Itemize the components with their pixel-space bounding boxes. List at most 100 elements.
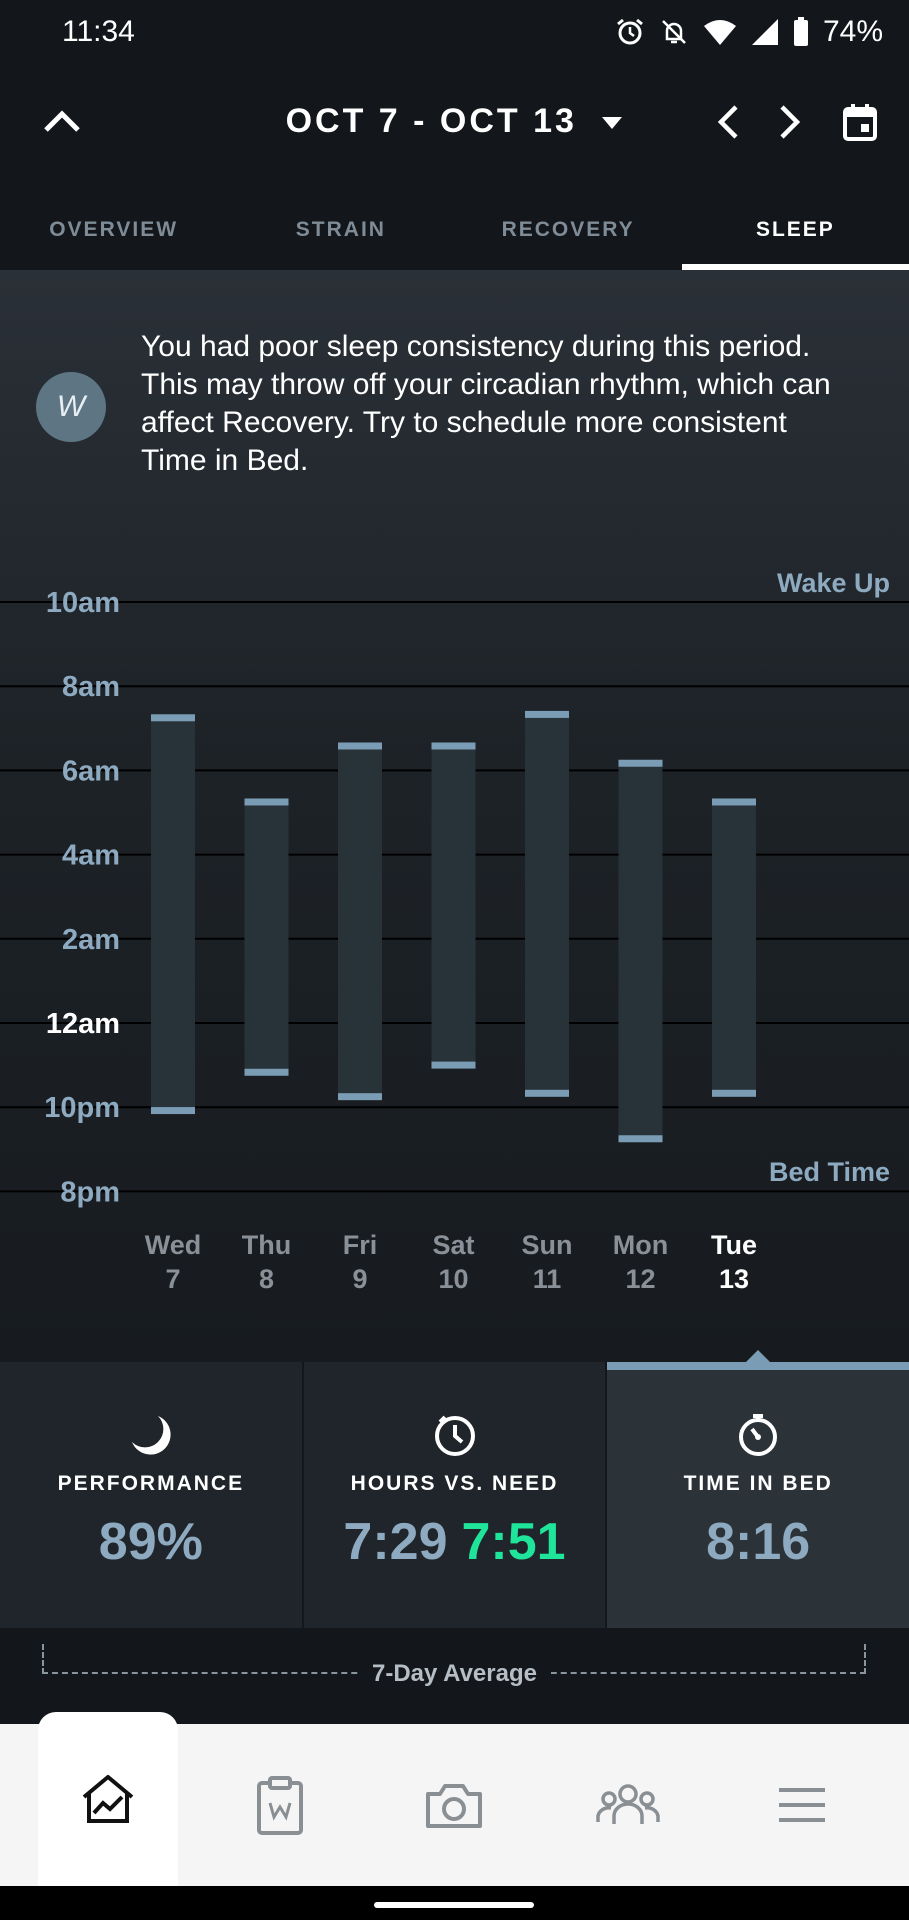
x-date-label: 10 — [438, 1264, 468, 1294]
whoop-logo-icon: W — [36, 372, 106, 442]
sleep-consistency-chart: 10am 8am 6am 4am 2am 12am 10pm 8pm Wake Up Bed Ti… — [0, 568, 909, 1294]
bed-time-label: Bed Time — [769, 1157, 890, 1187]
nav-home[interactable] — [38, 1712, 178, 1886]
y-tick-label: 12am — [46, 1008, 120, 1040]
stat-hours-label: HOURS VS. NEED — [350, 1472, 559, 1495]
x-day-label: Fri — [343, 1230, 378, 1260]
chevron-right-icon[interactable] — [778, 104, 802, 140]
tab-overview[interactable]: OVERVIEW — [49, 218, 179, 241]
y-tick-label: 8am — [62, 671, 120, 703]
x-date-label: 9 — [352, 1264, 367, 1294]
caret-down-icon — [602, 117, 623, 130]
bed-time-marker — [244, 1068, 289, 1076]
bed-time-marker — [712, 1089, 756, 1097]
wake-up-marker — [244, 798, 289, 806]
x-date-label: 12 — [625, 1264, 655, 1294]
battery-icon — [793, 17, 808, 46]
x-date-label: 8 — [259, 1264, 274, 1294]
nav-team[interactable] — [558, 1724, 698, 1886]
mute-bell-icon — [662, 20, 686, 44]
seven-day-average: 7-Day Average — [0, 1628, 909, 1724]
clock-icon — [434, 1415, 475, 1456]
wake-up-marker — [431, 742, 476, 750]
sleep-bar — [618, 763, 663, 1139]
y-tick-label: 8pm — [60, 1176, 120, 1208]
status-icons: 74% — [615, 14, 883, 50]
tab-strain[interactable]: STRAIN — [295, 218, 386, 241]
y-tick-label: 6am — [62, 755, 120, 787]
x-day-label: Wed — [145, 1230, 202, 1260]
stat-performance[interactable]: PERFORMANCE 89% — [0, 1362, 304, 1628]
signal-icon — [751, 19, 778, 45]
wake-up-marker — [525, 710, 569, 718]
x-day-label: Sat — [432, 1230, 474, 1260]
calendar-icon[interactable] — [842, 102, 878, 142]
sleep-bar — [712, 801, 756, 1094]
status-time: 11:34 — [62, 15, 135, 48]
chevron-left-icon[interactable] — [716, 104, 740, 140]
tab-bar: OVERVIEW STRAIN RECOVERY SLEEP — [0, 196, 909, 270]
hours-actual: 7:29 — [343, 1513, 448, 1571]
wake-up-marker — [151, 714, 195, 722]
stopwatch-icon — [739, 1414, 778, 1456]
home-chart-icon — [82, 1775, 134, 1823]
bed-time-marker — [151, 1107, 195, 1115]
x-day-label: Tue — [711, 1230, 757, 1260]
wake-up-marker — [618, 759, 663, 767]
active-notch — [746, 1350, 771, 1362]
date-range-selector[interactable]: OCT 7 - OCT 13 — [0, 102, 909, 141]
bottom-nav — [0, 1712, 909, 1886]
nav-journal[interactable] — [210, 1724, 350, 1886]
average-label: 7-Day Average — [358, 1660, 551, 1687]
wake-up-marker — [712, 798, 756, 806]
x-day-label: Mon — [613, 1230, 668, 1260]
y-tick-label: 10am — [46, 587, 120, 619]
moon-icon — [131, 1416, 171, 1455]
bed-time-marker — [338, 1093, 382, 1101]
bed-time-marker — [431, 1061, 476, 1069]
bed-time-marker — [525, 1089, 569, 1097]
collapse-chevron-up-icon[interactable] — [42, 108, 82, 134]
wake-up-marker — [338, 742, 382, 750]
status-bar: 11:34 74% — [0, 0, 909, 66]
sleep-bar — [338, 745, 382, 1097]
y-tick-label: 2am — [62, 924, 120, 956]
hours-need: 7:51 — [461, 1513, 566, 1571]
y-tick-label: 10pm — [44, 1092, 120, 1124]
nav-camera[interactable] — [384, 1724, 524, 1886]
stat-time-in-bed-value: 8:16 — [706, 1513, 811, 1571]
stat-hours-value: 7:29 7:51 — [304, 1512, 606, 1572]
y-tick-label: 4am — [62, 840, 120, 872]
sleep-bar — [151, 717, 195, 1111]
sleep-bar — [431, 745, 476, 1066]
sleep-bar — [244, 801, 289, 1073]
x-date-label: 11 — [533, 1264, 562, 1294]
x-date-label: 7 — [165, 1264, 180, 1294]
journal-icon — [257, 1776, 303, 1835]
wake-up-label: Wake Up — [777, 568, 890, 598]
wifi-icon — [703, 20, 736, 45]
bed-time-marker — [618, 1135, 663, 1143]
stats-row: PERFORMANCE 89% HOURS VS. NEED 7:29 7:51 … — [0, 1350, 909, 1628]
team-icon — [596, 1784, 660, 1824]
stat-performance-value: 89% — [98, 1513, 203, 1571]
active-indicator — [607, 1362, 909, 1370]
insight-message: You had poor sleep consistency during th… — [141, 330, 831, 477]
tab-sleep[interactable]: SLEEP — [681, 196, 909, 270]
menu-icon — [779, 1788, 825, 1822]
alarm-icon — [617, 18, 643, 45]
nav-menu[interactable] — [732, 1724, 872, 1886]
x-day-label: Thu — [242, 1230, 291, 1260]
tab-recovery[interactable]: RECOVERY — [501, 218, 635, 241]
sleep-bar — [525, 714, 569, 1094]
stat-time-in-bed-label: TIME IN BED — [683, 1472, 833, 1495]
camera-icon — [426, 1784, 482, 1828]
stat-hours-vs-need[interactable]: HOURS VS. NEED 7:29 7:51 — [303, 1362, 608, 1628]
stat-performance-label: PERFORMANCE — [57, 1472, 245, 1495]
stat-time-in-bed[interactable]: TIME IN BED 8:16 — [607, 1350, 909, 1628]
x-day-label: Sun — [522, 1230, 573, 1260]
home-gesture-bar[interactable] — [374, 1902, 534, 1908]
date-range-label: OCT 7 - OCT 13 — [285, 102, 577, 140]
x-date-label: 13 — [719, 1264, 749, 1294]
header: OCT 7 - OCT 13 — [0, 66, 909, 196]
